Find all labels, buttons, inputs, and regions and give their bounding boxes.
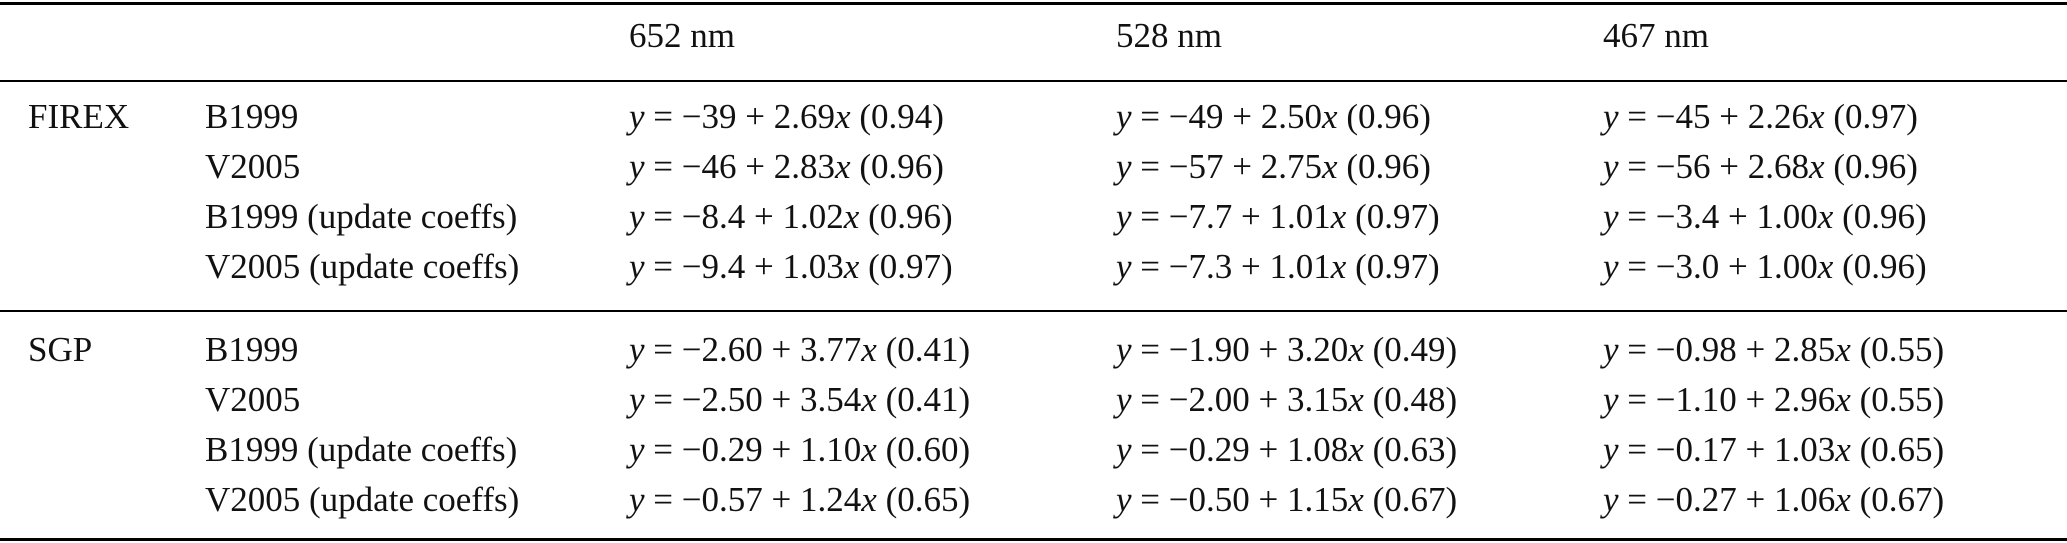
regression-equation-cell: y = −57 + 2.75x (0.96): [1116, 147, 1431, 186]
regression-equation-cell: y = −0.98 + 2.85x (0.55): [1603, 330, 1945, 369]
regression-equation-cell: y = −9.4 + 1.03x (0.97): [629, 247, 953, 286]
regression-equation-cell: y = −7.3 + 1.01x (0.97): [1116, 247, 1440, 286]
top-rule: [0, 2, 2067, 5]
method-label: B1999 (update coeffs): [205, 430, 518, 469]
regression-equation-cell: y = −0.50 + 1.15x (0.67): [1116, 480, 1458, 519]
method-label: V2005: [205, 380, 301, 419]
method-label: B1999 (update coeffs): [205, 197, 518, 236]
method-label: B1999: [205, 97, 299, 136]
header-467nm: 467 nm: [1603, 16, 1709, 55]
regression-equation-cell: y = −3.0 + 1.00x (0.96): [1603, 247, 1927, 286]
group-label-sgp: SGP: [28, 330, 93, 369]
regression-equation-cell: y = −45 + 2.26x (0.97): [1603, 97, 1918, 136]
method-label: V2005: [205, 147, 301, 186]
regression-equation-cell: y = −2.60 + 3.77x (0.41): [629, 330, 971, 369]
regression-equation-cell: y = −39 + 2.69x (0.94): [629, 97, 944, 136]
regression-equation-cell: y = −49 + 2.50x (0.96): [1116, 97, 1431, 136]
method-label: V2005 (update coeffs): [205, 480, 520, 519]
regression-equation-cell: y = −0.29 + 1.08x (0.63): [1116, 430, 1458, 469]
regression-equation-cell: y = −3.4 + 1.00x (0.96): [1603, 197, 1927, 236]
regression-equation-cell: y = −2.00 + 3.15x (0.48): [1116, 380, 1458, 419]
regression-equation-cell: y = −8.4 + 1.02x (0.96): [629, 197, 953, 236]
regression-equation-cell: y = −0.29 + 1.10x (0.60): [629, 430, 971, 469]
regression-equation-cell: y = −46 + 2.83x (0.96): [629, 147, 944, 186]
regression-equation-cell: y = −0.57 + 1.24x (0.65): [629, 480, 971, 519]
method-label: V2005 (update coeffs): [205, 247, 520, 286]
header-528nm: 528 nm: [1116, 16, 1222, 55]
regression-equation-cell: y = −0.27 + 1.06x (0.67): [1603, 480, 1945, 519]
bottom-rule: [0, 538, 2067, 541]
group-label-firex: FIREX: [28, 97, 130, 136]
regression-equation-cell: y = −1.90 + 3.20x (0.49): [1116, 330, 1458, 369]
regression-equation-cell: y = −56 + 2.68x (0.96): [1603, 147, 1918, 186]
regression-equation-cell: y = −7.7 + 1.01x (0.97): [1116, 197, 1440, 236]
group-rule: [0, 310, 2067, 312]
regression-equation-cell: y = −2.50 + 3.54x (0.41): [629, 380, 971, 419]
method-label: B1999: [205, 330, 299, 369]
header-rule: [0, 80, 2067, 82]
regression-equation-cell: y = −1.10 + 2.96x (0.55): [1603, 380, 1945, 419]
regression-equation-cell: y = −0.17 + 1.03x (0.65): [1603, 430, 1945, 469]
header-652nm: 652 nm: [629, 16, 735, 55]
